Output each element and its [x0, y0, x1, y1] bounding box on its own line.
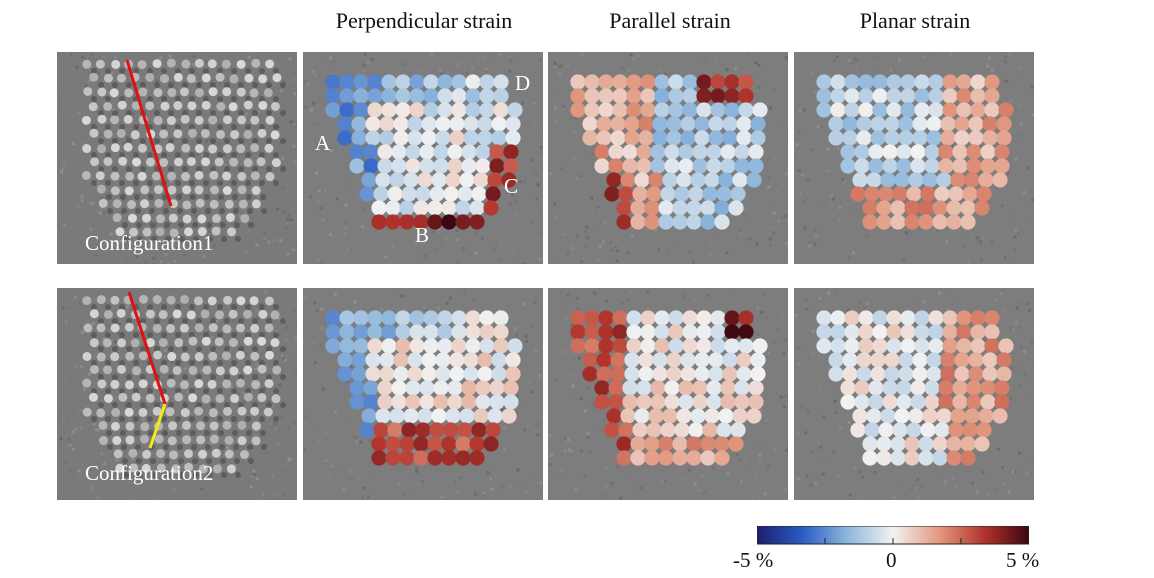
- region-label-b: B: [415, 223, 429, 247]
- column-title-perpendicular: Perpendicular strain: [335, 8, 513, 33]
- strain-map-parallel-config1: [548, 52, 788, 264]
- region-label-c: C: [504, 174, 518, 198]
- strain-map-svg: A B C D: [303, 52, 543, 264]
- strain-map-svg: [548, 288, 788, 500]
- colorbar-svg: [756, 525, 1030, 545]
- caption-config2: Configuration2: [85, 461, 213, 485]
- colorbar-mid-label: 0: [886, 548, 897, 572]
- column-title-parallel: Parallel strain: [609, 8, 731, 33]
- tem-image-config2: Configuration2: [57, 288, 297, 500]
- caption-config1: Configuration1: [85, 231, 213, 255]
- trace-line-red: [125, 59, 173, 207]
- strain-map-svg: [794, 52, 1034, 264]
- tem-image-config2-svg: Configuration2: [57, 288, 297, 500]
- colorbar: [756, 525, 1030, 546]
- tem-image-config1: Configuration1: [57, 52, 297, 264]
- strain-map-svg: [794, 288, 1034, 500]
- strain-map-perpendicular-config2: [303, 288, 543, 500]
- strain-map-svg: [548, 52, 788, 264]
- trace-line-red: [127, 291, 167, 405]
- strain-map-planar-config1: [794, 52, 1034, 264]
- strain-map-svg: [303, 288, 543, 500]
- trace-line-yellow: [148, 403, 167, 449]
- region-label-a: A: [315, 131, 331, 155]
- strain-map-perpendicular-config1: A B C D: [303, 52, 543, 264]
- column-title-planar: Planar strain: [859, 8, 971, 33]
- colorbar-max-label: 5 %: [1006, 548, 1040, 572]
- region-label-d: D: [515, 71, 530, 95]
- colorbar-min-label: -5 %: [733, 548, 774, 572]
- tem-image-config1-svg: Configuration1: [57, 52, 297, 264]
- strain-map-parallel-config2: [548, 288, 788, 500]
- strain-map-planar-config2: [794, 288, 1034, 500]
